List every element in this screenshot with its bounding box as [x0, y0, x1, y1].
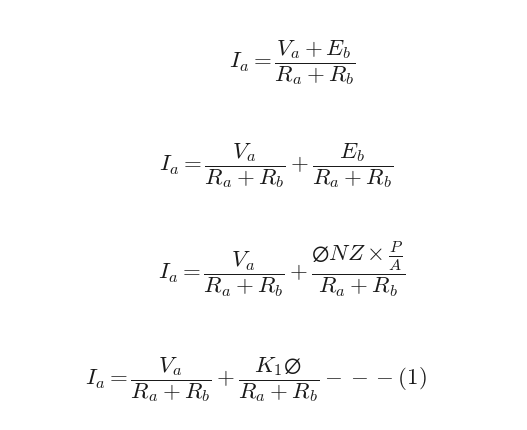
Text: $I_a = \dfrac{V_a}{R_a + R_b} + \dfrac{\varnothing NZ\times\frac{P}{A}}{R_a + R_: $I_a = \dfrac{V_a}{R_a + R_b} + \dfrac{\…	[158, 239, 406, 299]
Text: $I_a = \dfrac{V_a}{R_a + R_b} + \dfrac{E_b}{R_a + R_b}$: $I_a = \dfrac{V_a}{R_a + R_b} + \dfrac{E…	[160, 141, 394, 190]
Text: $I_a = \dfrac{V_a + E_b}{R_a + R_b}$: $I_a = \dfrac{V_a + E_b}{R_a + R_b}$	[229, 38, 356, 87]
Text: $I_a = \dfrac{V_a}{R_a + R_b} + \dfrac{K_1\varnothing}{R_a + R_b} - - - (1)$: $I_a = \dfrac{V_a}{R_a + R_b} + \dfrac{K…	[85, 355, 426, 404]
